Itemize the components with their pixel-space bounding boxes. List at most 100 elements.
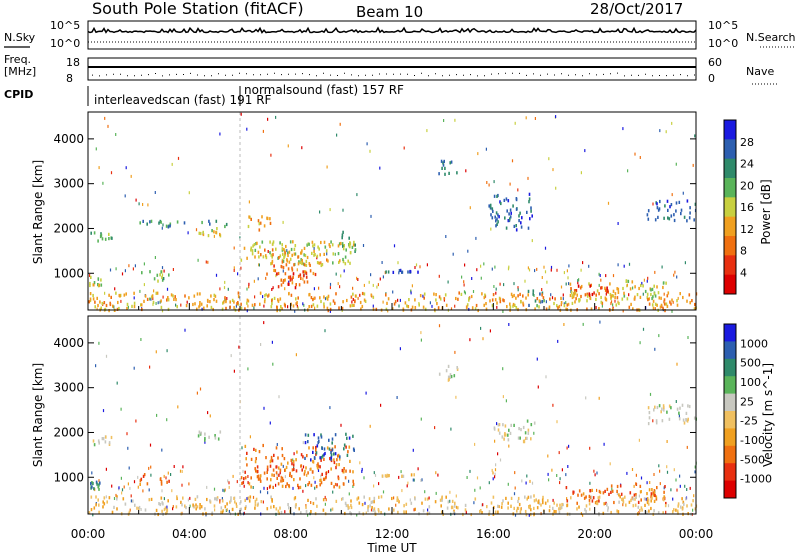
data-speckle	[434, 426, 436, 430]
colorbar-tick-label: 500	[740, 357, 761, 370]
data-cell-region-13	[396, 496, 399, 500]
data-speckle	[133, 480, 136, 484]
data-cell-region-13	[231, 507, 234, 511]
data-cell-region-4	[259, 474, 262, 478]
data-cell-region-4	[285, 484, 287, 489]
data-cell-region-6	[258, 255, 260, 259]
data-cell-region-19	[200, 302, 203, 306]
data-cell-region-13	[199, 506, 201, 510]
data-cell-region-3	[165, 224, 168, 228]
data-cell-region-11	[637, 500, 640, 504]
data-cell-region-19	[600, 300, 603, 304]
data-cell-region-13	[226, 502, 228, 506]
data-cell-region-19	[406, 304, 408, 308]
data-cell-region-13	[498, 215, 500, 219]
data-cell-region-0	[90, 231, 92, 235]
data-cell-region-3	[169, 224, 171, 228]
data-cell-region-13	[163, 507, 166, 512]
colorbar-swatch	[724, 341, 736, 360]
data-speckle	[565, 282, 567, 286]
data-cell-region-5	[345, 432, 347, 436]
data-cell-region-12	[663, 408, 665, 412]
data-cell-region-13	[518, 219, 520, 223]
data-cell-region-8	[282, 280, 285, 284]
data-cell-region-5	[320, 433, 322, 437]
data-speckle	[627, 169, 629, 173]
data-cell-region-7	[281, 247, 284, 251]
data-speckle	[293, 452, 295, 456]
data-speckle	[466, 476, 468, 479]
data-cell-region-5	[269, 217, 271, 221]
data-cell-region-5	[307, 440, 309, 444]
data-cell-region-13	[295, 503, 297, 507]
colorbar-swatch	[724, 358, 736, 377]
data-cell-region-13	[90, 508, 93, 512]
data-speckle	[267, 117, 269, 121]
data-cell-region-19	[210, 294, 212, 298]
data-cell-region-8	[526, 436, 528, 440]
data-cell-region-4	[336, 483, 338, 487]
data-cell-region-19	[492, 293, 495, 297]
data-cell-region-3	[224, 224, 226, 229]
data-speckle	[165, 476, 167, 480]
data-speckle	[213, 487, 216, 491]
data-cell-region-19	[224, 296, 226, 300]
data-speckle	[469, 469, 471, 473]
data-cell-region-13	[254, 506, 256, 510]
data-cell-region-14	[534, 299, 537, 303]
data-cell-region-13	[509, 217, 511, 221]
data-cell-region-8	[297, 274, 300, 278]
data-cell-region-19	[676, 303, 679, 307]
data-cell-region-19	[246, 301, 248, 305]
data-cell-region-8	[289, 278, 292, 282]
data-cell-region-17	[638, 286, 640, 291]
data-cell-region-6	[302, 262, 305, 266]
data-cell-region-4	[337, 454, 339, 458]
data-speckle	[634, 152, 636, 156]
data-speckle	[598, 396, 600, 400]
data-cell-region-19	[92, 297, 95, 301]
data-cell-region-8	[497, 428, 500, 432]
data-speckle	[171, 162, 173, 166]
data-speckle	[275, 274, 277, 278]
data-cell-region-13	[657, 511, 660, 515]
data-cell-region-9	[277, 271, 280, 276]
data-speckle	[102, 181, 104, 185]
data-cell-region-13	[370, 500, 373, 504]
data-cell-region-18	[675, 201, 678, 205]
data-cell-region-13	[316, 504, 318, 508]
data-speckle	[272, 362, 274, 366]
data-cell-region-19	[436, 302, 438, 306]
data-speckle	[617, 300, 619, 304]
data-cell-region-13	[570, 496, 572, 500]
data-speckle	[399, 347, 401, 351]
data-cell-region-6	[337, 244, 340, 248]
data-speckle	[177, 156, 180, 160]
time-tick-label: 16:00	[476, 527, 511, 541]
data-speckle	[206, 485, 208, 489]
data-cell-region-19	[361, 304, 364, 309]
data-cell-region-13	[298, 507, 300, 511]
data-cell-region-19	[251, 303, 254, 307]
data-cell-region-3	[146, 222, 148, 226]
data-cell-region-4	[320, 478, 322, 482]
data-cell-region-4	[271, 473, 273, 477]
data-cell-region-5	[258, 222, 261, 226]
data-cell-region-13	[342, 497, 344, 501]
freq-tick-bottom: 8	[66, 72, 73, 85]
data-cell-region-19	[648, 302, 651, 306]
data-cell-region-8	[287, 267, 290, 271]
data-cell-region-19	[194, 302, 196, 306]
data-cell-region-13	[224, 505, 227, 509]
data-cell-region-2	[140, 477, 143, 481]
data-cell-region-13	[516, 509, 518, 513]
data-cell-region-13	[270, 495, 272, 499]
data-speckle	[516, 506, 518, 510]
data-speckle	[379, 277, 381, 281]
data-speckle	[508, 323, 510, 326]
data-speckle	[221, 497, 223, 500]
data-cell-region-11	[620, 492, 623, 496]
data-speckle	[227, 479, 229, 483]
data-cell-region-13	[464, 503, 467, 507]
data-cell-region-5	[331, 437, 334, 441]
